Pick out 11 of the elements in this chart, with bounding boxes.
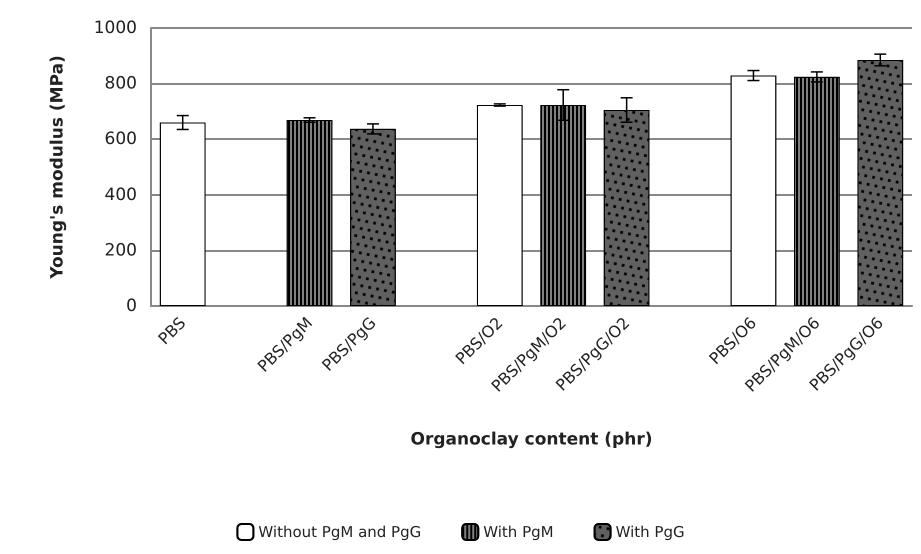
y-tick-label: 400 (104, 184, 137, 205)
legend-label: With PgM (483, 523, 554, 541)
legend-label: With PgG (616, 523, 685, 541)
x-axis-title: Organoclay content (phr) (410, 430, 652, 450)
y-tick-label: 200 (104, 240, 137, 260)
y-axis-title: Young's modulus (MPa) (48, 55, 68, 280)
y-tick-label: 0 (126, 296, 137, 316)
y-tick-label: 800 (104, 74, 137, 94)
y-tick-label: 1000 (94, 18, 137, 38)
legend-label: Without PgM and PgG (258, 523, 422, 541)
y-tick-label: 600 (104, 129, 137, 150)
